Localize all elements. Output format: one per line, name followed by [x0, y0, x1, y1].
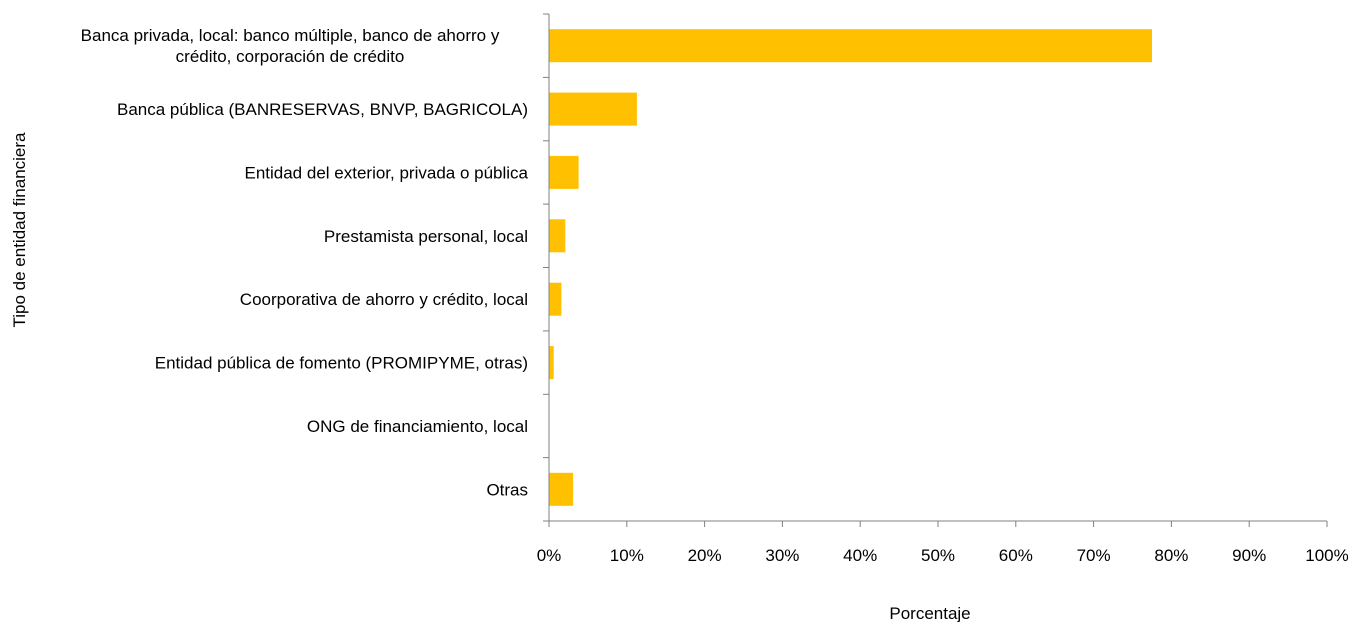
- x-axis-title: Porcentaje: [889, 604, 970, 622]
- category-label-2: Entidad del exterior, privada o pública: [244, 163, 528, 182]
- bar-4: [549, 282, 562, 316]
- x-tick-label-2: 20%: [688, 546, 722, 565]
- x-tick-label-5: 50%: [921, 546, 955, 565]
- bar-5: [549, 346, 554, 380]
- category-label-4: Coorporativa de ahorro y crédito, local: [240, 290, 528, 309]
- x-tick-label-4: 40%: [843, 546, 877, 565]
- x-tick-label-10: 100%: [1305, 546, 1348, 565]
- category-label-6: ONG de financiamiento, local: [307, 417, 528, 436]
- x-tick-label-1: 10%: [610, 546, 644, 565]
- bar-3: [549, 219, 566, 253]
- x-tick-label-7: 70%: [1077, 546, 1111, 565]
- x-tick-label-3: 30%: [765, 546, 799, 565]
- axes-layer: 0% 10% 20% 30% 40% 50% 60% 70% 80% 90% 100%: [537, 13, 1349, 565]
- bar-1: [549, 92, 637, 126]
- x-tick-label-0: 0%: [537, 546, 562, 565]
- x-tick-label-8: 80%: [1154, 546, 1188, 565]
- bar-7: [549, 472, 574, 506]
- bar-2: [549, 155, 579, 189]
- y-axis-title: Tipo de entidad financiera: [10, 132, 29, 328]
- x-tick-label-9: 90%: [1232, 546, 1266, 565]
- category-label-0-line-1: crédito, corporación de crédito: [176, 47, 405, 66]
- category-label-7: Otras: [486, 480, 528, 499]
- bar-0: [549, 29, 1152, 63]
- category-label-5: Entidad pública de fomento (PROMIPYME, o…: [155, 354, 528, 373]
- labels-layer: Banca privada, local: banco múltiple, ba…: [81, 26, 529, 499]
- x-tick-label-6: 60%: [999, 546, 1033, 565]
- category-label-0-line-0: Banca privada, local: banco múltiple, ba…: [81, 26, 500, 45]
- bars-layer: [549, 29, 1152, 506]
- category-label-1: Banca pública (BANRESERVAS, BNVP, BAGRIC…: [117, 100, 528, 119]
- category-label-3: Prestamista personal, local: [324, 227, 528, 246]
